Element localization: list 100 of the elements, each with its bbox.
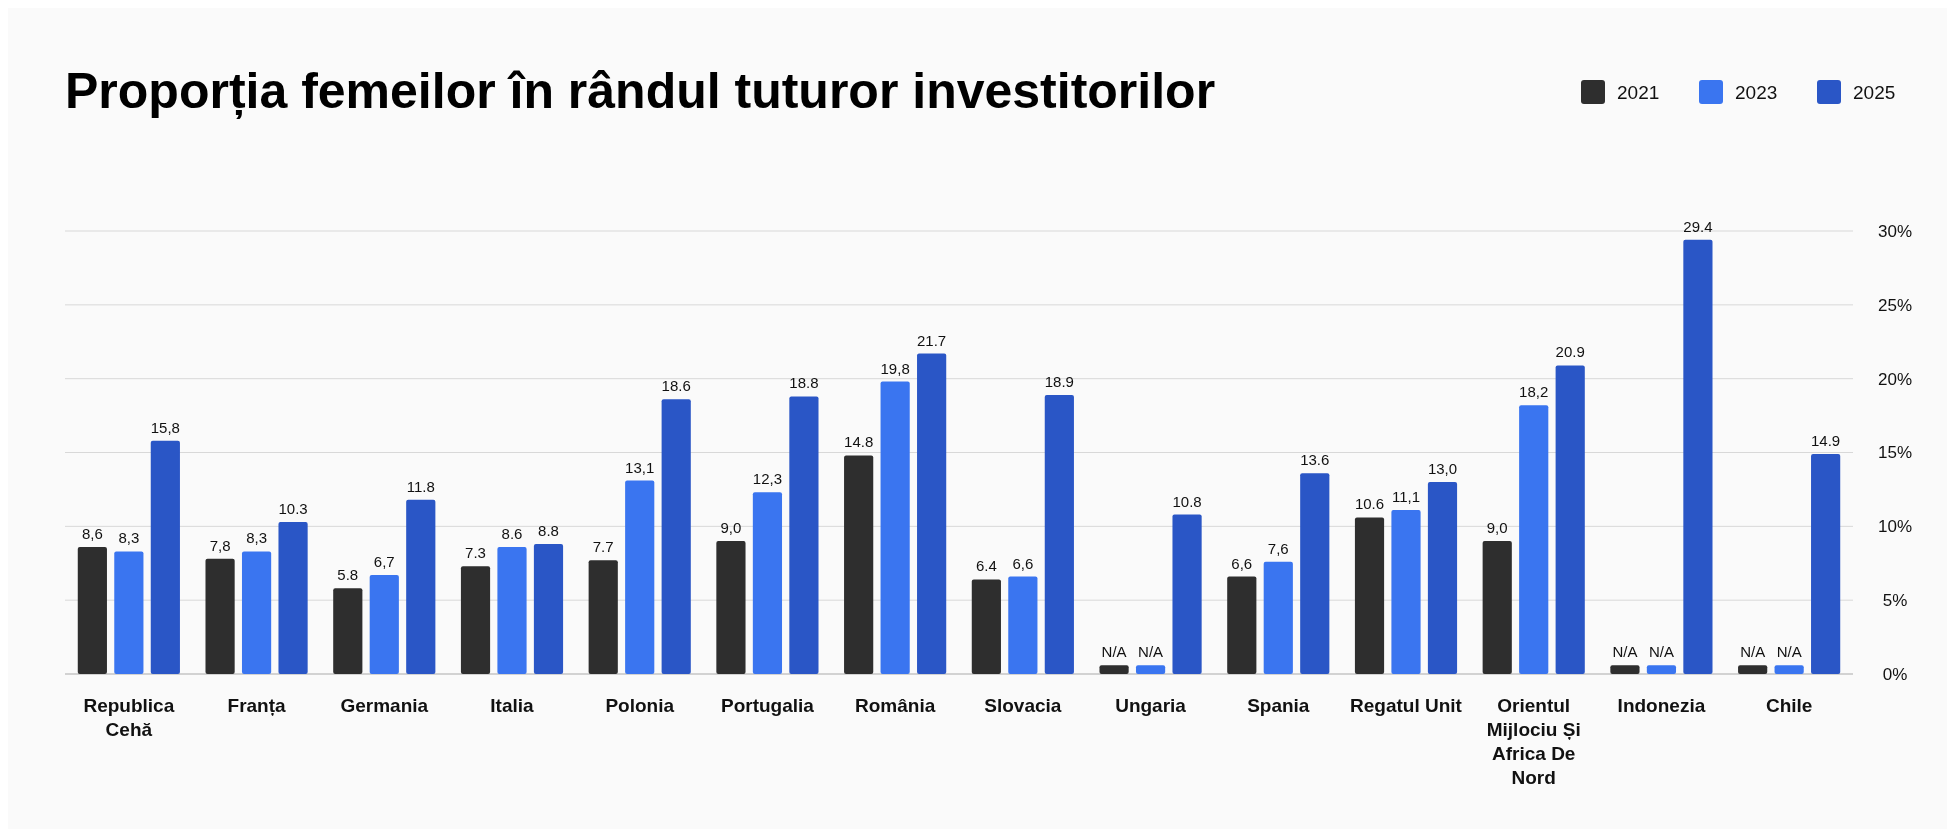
- x-tick-label: Regatul Unit: [1350, 695, 1463, 716]
- bar: [1008, 576, 1038, 674]
- bar: [1391, 510, 1421, 674]
- data-label: 5.8: [337, 566, 359, 584]
- bar: [588, 560, 618, 674]
- data-label: 18.6: [661, 377, 691, 395]
- legend-label: 2021: [1617, 82, 1660, 103]
- bar: [789, 396, 819, 674]
- y-tick-label: 30%: [1877, 221, 1913, 241]
- data-label: 20.9: [1555, 343, 1585, 361]
- data-label: 8,3: [118, 529, 140, 547]
- x-tick-label: Indonezia: [1617, 695, 1706, 716]
- data-label: 13,0: [1427, 460, 1458, 478]
- data-label: N/A: [1138, 643, 1164, 661]
- bar: [1300, 473, 1330, 674]
- bar: [1811, 453, 1841, 674]
- bar: [278, 521, 308, 674]
- data-label: 8.6: [501, 525, 523, 543]
- bar: [369, 575, 399, 674]
- x-tick-label: Chile: [1765, 695, 1813, 716]
- y-tick-label: 15%: [1877, 443, 1913, 463]
- y-tick-label: 20%: [1877, 369, 1913, 389]
- bar: [661, 399, 691, 674]
- x-tick-label: Republica Cehă: [83, 695, 175, 740]
- data-label: 19,8: [880, 359, 910, 377]
- x-tick-label: Slovacia: [984, 695, 1062, 716]
- bar: [752, 492, 783, 674]
- data-label: 18,2: [1519, 383, 1549, 401]
- bar: [1519, 405, 1549, 674]
- data-label: 29.4: [1683, 217, 1713, 235]
- data-label: N/A: [1612, 643, 1638, 661]
- chart-title: Proporția femeilor în rândul tuturor investitorilor: [65, 63, 1216, 119]
- bar: [1738, 665, 1768, 674]
- x-tick-label: Franța: [227, 695, 287, 716]
- bar: [1610, 665, 1640, 674]
- bar: [1774, 665, 1804, 674]
- data-label: 12,3: [752, 470, 783, 488]
- data-label: 18.8: [789, 374, 819, 392]
- x-tick-label: Germania: [340, 695, 429, 716]
- bar: [716, 541, 746, 674]
- bar: [497, 547, 527, 674]
- bar: [1172, 514, 1202, 674]
- bar: [241, 551, 272, 674]
- bar: [1427, 482, 1458, 674]
- y-tick-label: 25%: [1877, 295, 1913, 315]
- y-tick-label: 10%: [1877, 517, 1913, 537]
- bar: [971, 579, 1001, 674]
- data-label: 7.7: [592, 538, 614, 556]
- data-label: 10.8: [1172, 492, 1202, 510]
- bar: [1135, 665, 1166, 674]
- data-label: N/A: [1648, 643, 1674, 661]
- data-label: 6.4: [975, 557, 997, 575]
- data-label: 6,7: [373, 553, 395, 571]
- data-label: 10.3: [278, 499, 308, 517]
- x-tick-label: Italia: [490, 695, 535, 716]
- x-tick-label: Ungaria: [1115, 695, 1187, 716]
- bar: [1044, 394, 1074, 674]
- data-label: 6,6: [1012, 554, 1034, 572]
- bar: [917, 353, 947, 674]
- bar: [880, 381, 910, 674]
- bar: [460, 566, 491, 674]
- data-label: 14.8: [844, 433, 874, 451]
- bar: [1099, 665, 1129, 674]
- x-tick-label: Spania: [1247, 695, 1310, 716]
- x-tick-label: Portugalia: [720, 695, 815, 716]
- bar: [625, 480, 655, 674]
- bar: [150, 440, 180, 674]
- data-label: 18.9: [1044, 372, 1074, 390]
- bar: [1227, 576, 1257, 674]
- data-label: 7.3: [465, 544, 486, 562]
- bar: [1555, 365, 1585, 674]
- y-tick-label: 0%: [1882, 664, 1908, 684]
- data-label: N/A: [1776, 643, 1802, 661]
- bar: [205, 558, 235, 674]
- data-label: 11.8: [406, 477, 435, 495]
- bar: [114, 551, 144, 674]
- bar: [77, 547, 107, 674]
- data-label: 7,6: [1267, 539, 1289, 557]
- data-label: 8,3: [246, 529, 267, 547]
- data-label: 13.6: [1300, 451, 1330, 469]
- data-label: 11,1: [1391, 488, 1421, 506]
- bar: [406, 499, 436, 674]
- bar: [1354, 517, 1385, 674]
- bar: [844, 455, 874, 674]
- bar: [1482, 541, 1512, 674]
- legend-label: 2025: [1853, 82, 1896, 103]
- x-tick-label: Orientul Mijlociu Și Africa De Nord: [1486, 695, 1581, 788]
- x-tick-label: România: [855, 695, 936, 716]
- legend-label: 2023: [1735, 82, 1778, 103]
- data-label: 8,6: [81, 525, 103, 543]
- data-label: 15,8: [150, 418, 180, 436]
- data-label: 9,0: [1486, 519, 1508, 537]
- bar: [1646, 665, 1677, 674]
- data-label: 6,6: [1231, 554, 1253, 572]
- data-label: 10.6: [1354, 495, 1385, 513]
- bar: [1263, 561, 1293, 674]
- data-label: 14.9: [1811, 431, 1841, 449]
- data-label: 7,8: [209, 536, 231, 554]
- data-label: N/A: [1101, 643, 1127, 661]
- data-label: 21.7: [917, 331, 947, 349]
